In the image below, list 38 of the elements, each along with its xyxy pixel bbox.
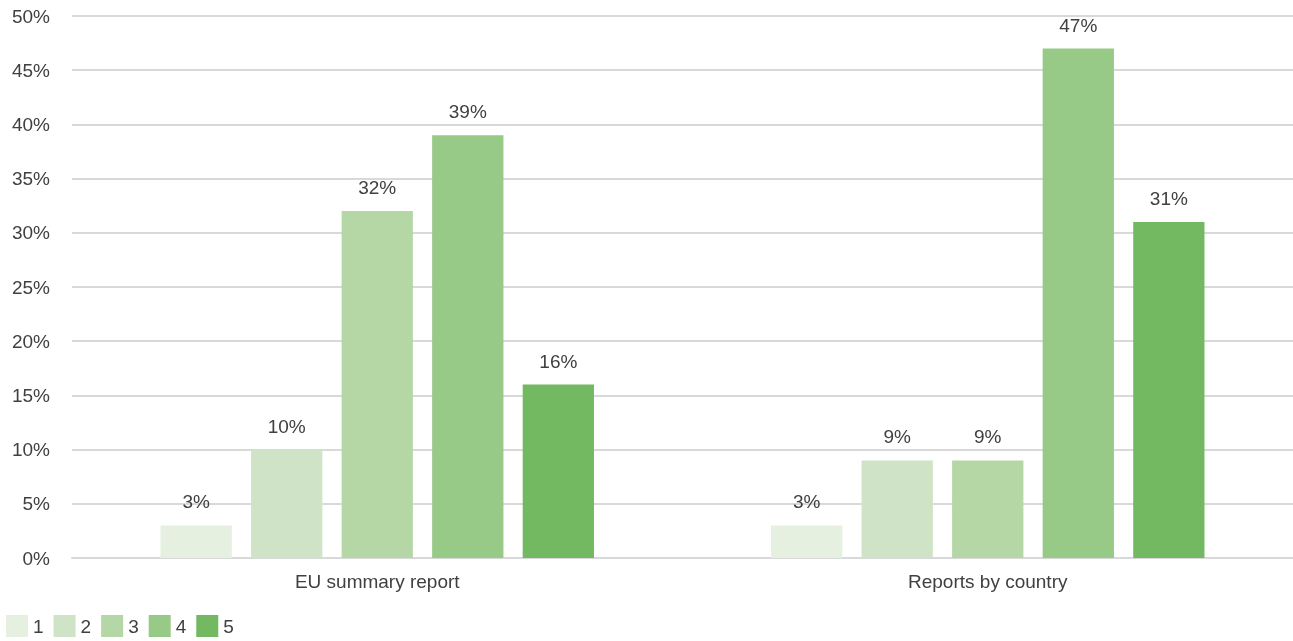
data-label: 32%	[358, 177, 397, 199]
y-tick-label: 20%	[11, 330, 51, 352]
legend-label: 5	[223, 615, 234, 637]
bar	[1042, 48, 1114, 558]
y-tick-label: 0%	[22, 547, 51, 569]
y-tick-label: 35%	[11, 168, 51, 190]
data-label: 39%	[448, 101, 487, 123]
y-tick-label: 30%	[11, 222, 51, 244]
data-label: 3%	[792, 491, 821, 513]
legend-label: 4	[175, 615, 187, 637]
y-tick-label: 40%	[11, 113, 51, 135]
y-tick-label: 5%	[22, 493, 51, 515]
data-label: 9%	[974, 426, 1002, 448]
y-tick-label: 50%	[11, 5, 51, 27]
y-tick-label: 45%	[11, 59, 51, 81]
legend-label: 2	[80, 615, 92, 637]
data-label: 16%	[539, 350, 578, 372]
legend-label: 3	[128, 615, 139, 637]
y-tick-label: 25%	[11, 276, 51, 298]
data-label: 10%	[267, 415, 306, 437]
bar	[861, 460, 933, 558]
bar	[952, 460, 1024, 558]
bar	[251, 449, 323, 558]
legend-label: 1	[33, 615, 44, 637]
bar	[160, 525, 232, 558]
y-tick-label: 10%	[11, 439, 51, 461]
bar	[341, 211, 413, 558]
y-tick-label: 15%	[11, 384, 51, 406]
x-tick-label: EU summary report	[294, 571, 461, 592]
bar	[771, 525, 843, 558]
x-tick-label: Reports by country	[908, 571, 1068, 592]
bar	[432, 135, 504, 558]
data-label: 31%	[1149, 187, 1188, 209]
bar	[1133, 221, 1205, 558]
bar	[522, 384, 594, 558]
data-label: 47%	[1059, 14, 1098, 36]
data-label: 9%	[883, 426, 912, 448]
data-label: 3%	[182, 491, 210, 513]
